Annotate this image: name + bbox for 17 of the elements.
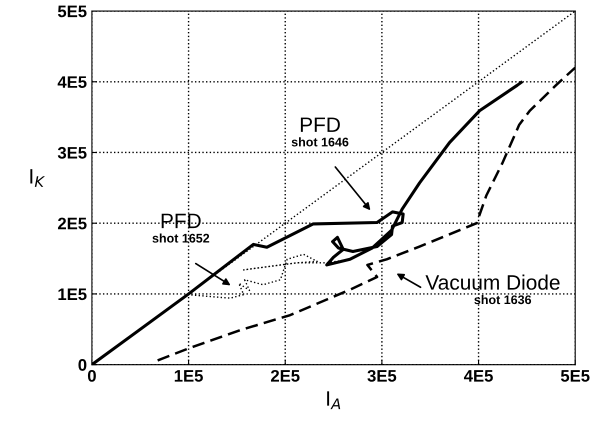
x-tick-label: 2E5 <box>270 370 300 382</box>
x-axis-title: I$_{A}$ <box>327 391 340 410</box>
annotation: PFD shot 1646 <box>292 118 348 146</box>
annotation: PFD shot 1652 <box>152 214 210 243</box>
y-axis-title: I$_{K}$ <box>30 169 45 187</box>
y-tick-label: 3E5 <box>58 146 87 159</box>
x-tick-label: 0 <box>88 370 96 382</box>
x-tick-label: 3E5 <box>367 370 396 382</box>
annotation: Vacuum Diode shot 1636 <box>425 274 560 304</box>
y-tick-label: 1E5 <box>58 288 87 300</box>
y-tick-label: 5E5 <box>58 6 87 18</box>
x-tick-label: 5E5 <box>560 370 590 382</box>
x-tick-label: 4E5 <box>464 370 493 382</box>
y-tick-label: 0 <box>78 359 86 371</box>
y-tick-label: 2E5 <box>58 218 87 230</box>
x-tick-label: 1E5 <box>174 370 203 382</box>
y-tick-label: 4E5 <box>58 76 87 88</box>
